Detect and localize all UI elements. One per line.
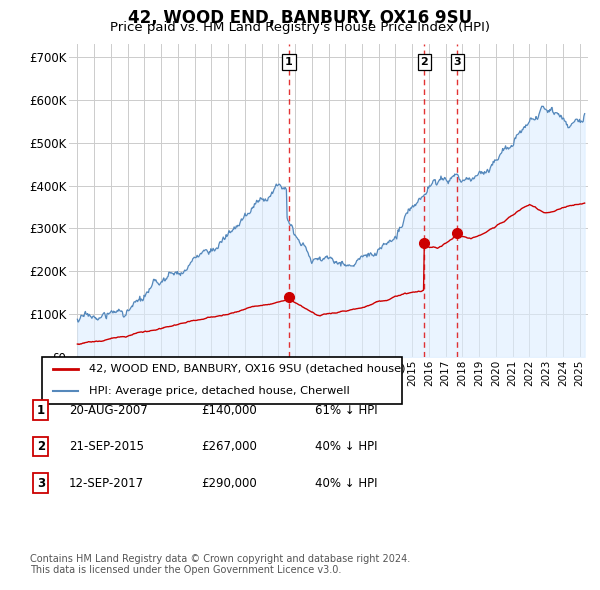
Text: 61% ↓ HPI: 61% ↓ HPI bbox=[315, 404, 377, 417]
Text: 12-SEP-2017: 12-SEP-2017 bbox=[69, 477, 144, 490]
Text: 20-AUG-2007: 20-AUG-2007 bbox=[69, 404, 148, 417]
Text: 40% ↓ HPI: 40% ↓ HPI bbox=[315, 477, 377, 490]
Text: 40% ↓ HPI: 40% ↓ HPI bbox=[315, 440, 377, 453]
Text: 21-SEP-2015: 21-SEP-2015 bbox=[69, 440, 144, 453]
FancyBboxPatch shape bbox=[42, 357, 402, 404]
Text: 2: 2 bbox=[37, 440, 45, 453]
Text: 1: 1 bbox=[37, 404, 45, 417]
Text: Price paid vs. HM Land Registry's House Price Index (HPI): Price paid vs. HM Land Registry's House … bbox=[110, 21, 490, 34]
Text: 3: 3 bbox=[454, 57, 461, 67]
Text: 42, WOOD END, BANBURY, OX16 9SU (detached house): 42, WOOD END, BANBURY, OX16 9SU (detache… bbox=[89, 364, 406, 373]
Text: £290,000: £290,000 bbox=[201, 477, 257, 490]
Text: Contains HM Land Registry data © Crown copyright and database right 2024.
This d: Contains HM Land Registry data © Crown c… bbox=[30, 553, 410, 575]
Text: £267,000: £267,000 bbox=[201, 440, 257, 453]
Text: 3: 3 bbox=[37, 477, 45, 490]
Text: 42, WOOD END, BANBURY, OX16 9SU: 42, WOOD END, BANBURY, OX16 9SU bbox=[128, 9, 472, 27]
Text: £140,000: £140,000 bbox=[201, 404, 257, 417]
Text: 1: 1 bbox=[285, 57, 293, 67]
Text: 2: 2 bbox=[421, 57, 428, 67]
Text: HPI: Average price, detached house, Cherwell: HPI: Average price, detached house, Cher… bbox=[89, 386, 350, 396]
